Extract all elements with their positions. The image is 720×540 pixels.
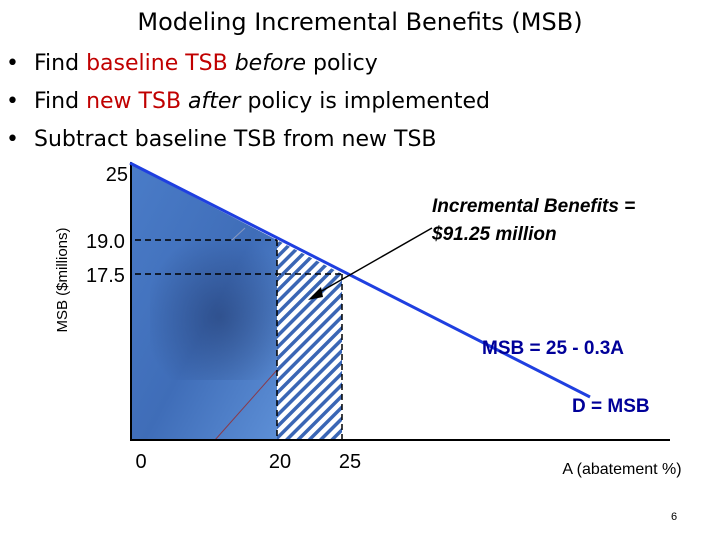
bullet-highlight: new TSB <box>86 89 182 114</box>
bullet-text: policy is implemented <box>240 89 490 114</box>
bullet-dot: • <box>6 51 19 76</box>
x-tick-25: 25 <box>339 451 361 473</box>
bullet-text: Subtract baseline TSB from new TSB <box>34 127 437 152</box>
area-accent-line <box>214 369 278 441</box>
bullet-item: • Find baseline TSB before policy <box>6 48 490 86</box>
area-accent-line <box>231 227 246 241</box>
bullet-dot: • <box>6 127 19 152</box>
bullet-list: • Find baseline TSB before policy • Find n… <box>6 48 490 162</box>
demand-label: D = MSB <box>572 396 650 417</box>
bullet-highlight: baseline TSB <box>86 51 228 76</box>
bullet-text: Find <box>34 51 87 76</box>
incremental-benefits-value: $91.25 million <box>431 224 557 245</box>
bullet-text: policy <box>306 51 378 76</box>
bullet-emphasis: after <box>188 89 241 114</box>
bullet-item: • Subtract baseline TSB from new TSB <box>6 124 490 162</box>
y-axis-label: MSB ($millions) <box>54 227 71 332</box>
pointer-arrowhead <box>308 287 323 300</box>
bullet-dot: • <box>6 89 19 114</box>
pointer-arrow-line <box>312 227 433 297</box>
slide-title: Modeling Incremental Benefits (MSB) <box>137 8 583 36</box>
incremental-benefits-area <box>277 240 342 440</box>
baseline-shadow <box>150 240 277 380</box>
incremental-benefits-label: Incremental Benefits = <box>432 196 635 217</box>
x-axis-label: A (abatement %) <box>562 461 681 478</box>
y-tick-25: 25 <box>106 164 128 186</box>
x-tick-20: 20 <box>269 451 291 473</box>
y-tick-17-5: 17.5 <box>86 265 125 287</box>
y-tick-19: 19.0 <box>86 231 125 253</box>
bullet-item: • Find new TSB after policy is implemente… <box>6 86 490 124</box>
page-number: 6 <box>671 511 677 523</box>
msb-equation-label: MSB = 25 - 0.3A <box>482 338 624 359</box>
x-tick-0: 0 <box>135 451 146 473</box>
bullet-text: Find <box>34 89 87 114</box>
msb-demand-line <box>129 161 591 399</box>
bullet-emphasis: before <box>234 51 307 76</box>
